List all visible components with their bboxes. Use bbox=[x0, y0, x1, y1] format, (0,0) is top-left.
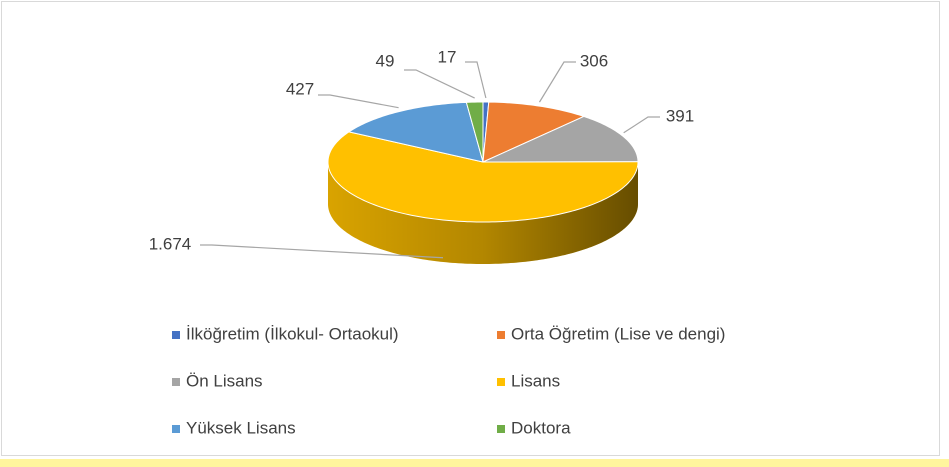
leader-line bbox=[318, 94, 399, 109]
leader-line bbox=[623, 116, 660, 134]
slice-side-shade bbox=[328, 162, 638, 264]
slice bbox=[347, 101, 484, 163]
leader-line bbox=[404, 69, 475, 99]
data-label: 391 bbox=[666, 106, 694, 125]
legend-label: Yüksek Lisans bbox=[186, 418, 296, 437]
data-label: 427 bbox=[286, 79, 314, 98]
legend-marker bbox=[497, 378, 505, 386]
slice bbox=[482, 101, 586, 163]
leader-line bbox=[200, 244, 444, 259]
legend-label: Ön Lisans bbox=[186, 371, 263, 390]
slice bbox=[327, 131, 639, 223]
legend-marker bbox=[172, 425, 180, 433]
slice bbox=[482, 115, 639, 163]
legend-marker bbox=[497, 425, 505, 433]
legend-label: Doktora bbox=[511, 418, 571, 437]
legend-label: Lisans bbox=[511, 371, 560, 390]
slice bbox=[465, 101, 484, 163]
legend-label: İlköğretim (İlkokul- Ortaokul) bbox=[186, 324, 399, 343]
bottom-band bbox=[0, 459, 949, 467]
legend-marker bbox=[172, 331, 180, 339]
data-label: 17 bbox=[438, 47, 457, 66]
data-label: 1.674 bbox=[149, 234, 192, 253]
legend-label: Orta Öğretim (Lise ve dengi) bbox=[511, 324, 725, 343]
leader-line bbox=[465, 61, 487, 99]
legend-marker bbox=[172, 378, 180, 386]
data-label: 49 bbox=[376, 51, 395, 70]
legend-marker bbox=[497, 331, 505, 339]
leader-line bbox=[538, 61, 576, 103]
data-label: 306 bbox=[580, 51, 608, 70]
